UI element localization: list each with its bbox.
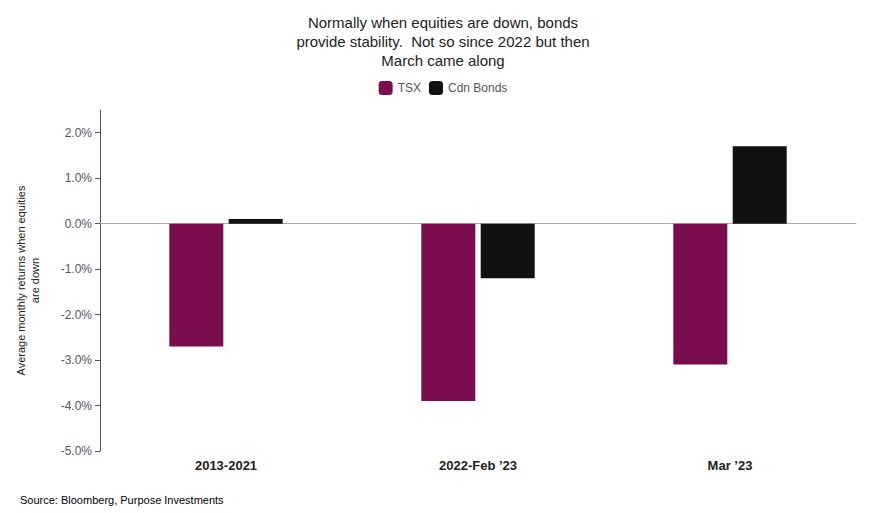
svg-text:2022-Feb ’23: 2022-Feb ’23	[439, 458, 517, 473]
svg-text:-5.0%: -5.0%	[61, 444, 93, 458]
svg-text:-1.0%: -1.0%	[61, 262, 93, 276]
svg-text:Normally when equities are dow: Normally when equities are down, bonds	[308, 14, 578, 31]
svg-text:-2.0%: -2.0%	[61, 308, 93, 322]
svg-text:March came along: March came along	[381, 52, 504, 69]
svg-text:1.0%: 1.0%	[65, 171, 93, 185]
svg-text:Source: Bloomberg, Purpose Inv: Source: Bloomberg, Purpose Investments	[20, 494, 224, 506]
svg-text:-3.0%: -3.0%	[61, 353, 93, 367]
svg-text:are down: are down	[29, 258, 41, 303]
svg-text:2013-2021: 2013-2021	[195, 458, 257, 473]
svg-text:TSX: TSX	[398, 81, 421, 95]
svg-text:2.0%: 2.0%	[65, 126, 93, 140]
svg-text:0.0%: 0.0%	[65, 217, 93, 231]
svg-text:Cdn Bonds: Cdn Bonds	[448, 81, 507, 95]
svg-text:Mar ’23: Mar ’23	[708, 458, 753, 473]
svg-text:provide stability. Not so sin: provide stability. Not so since 2022 but…	[296, 33, 589, 50]
svg-text:-4.0%: -4.0%	[61, 399, 93, 413]
svg-text:Average monthly returns when e: Average monthly returns when equities	[15, 185, 27, 375]
